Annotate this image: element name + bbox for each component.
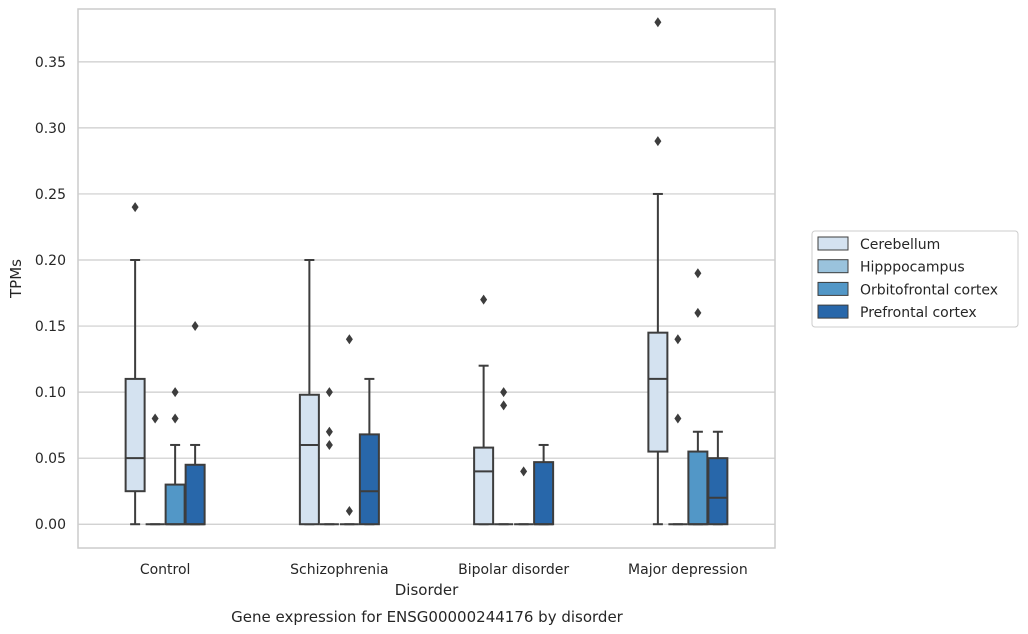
plot-frame (77, 8, 776, 549)
outlier-point (654, 17, 662, 28)
outlier-point (520, 466, 528, 477)
x-tick-label: Bipolar disorder (458, 562, 569, 578)
box-body (533, 461, 555, 526)
outlier-point (674, 334, 682, 345)
x-tick-labels: Control Schizophrenia Bipolar disorder Majo… (140, 562, 748, 578)
legend-swatch (817, 259, 849, 274)
box-3-2 (687, 268, 709, 526)
y-axis-label: TPMs (7, 259, 25, 299)
y-tick-label: 0.05 (35, 451, 66, 467)
outlier-point (654, 136, 662, 147)
legend-swatch (817, 236, 849, 251)
box-2-3 (533, 443, 555, 526)
y-tick-label: 0.35 (35, 55, 66, 71)
legend-label: Prefrontal cortex (860, 305, 977, 321)
outlier-point (500, 400, 508, 411)
box-body (358, 433, 380, 526)
box-0-0 (124, 202, 146, 526)
outlier-point (191, 321, 199, 332)
outlier-point (171, 413, 179, 424)
legend: Cerebellum Hipppocampus Orbitofrontal cort… (811, 230, 1019, 328)
y-tick-label: 0.30 (35, 121, 66, 137)
legend-label: Cerebellum (860, 237, 940, 253)
box-body (687, 450, 709, 526)
outlier-point (325, 439, 333, 450)
box-body (473, 446, 495, 526)
box-body (164, 483, 186, 526)
x-axis-label: Disorder (395, 581, 459, 599)
legend-label: Hipppocampus (860, 260, 965, 276)
box-2-2 (514, 466, 534, 526)
outlier-point (694, 307, 702, 318)
outlier-point (694, 268, 702, 279)
x-tick-label: Major depression (628, 562, 748, 578)
legend-swatch (817, 304, 849, 319)
box-body (298, 393, 320, 526)
y-tick-label: 0.00 (35, 517, 66, 533)
box-0-1 (145, 413, 165, 526)
box-2-0 (473, 294, 495, 526)
outlier-point (325, 387, 333, 398)
y-tick-labels: 0.00 0.05 0.10 0.15 0.20 0.25 0.30 0.35 (35, 55, 66, 533)
x-tick-label: Schizophrenia (290, 562, 388, 578)
boxes (124, 17, 729, 526)
box-0-2 (164, 387, 186, 526)
box-body (184, 463, 206, 526)
legend-swatch (817, 281, 849, 296)
legend-label: Orbitofrontal cortex (860, 282, 998, 298)
outlier-point (345, 506, 353, 517)
box-1-1 (319, 387, 339, 526)
outlier-point (131, 202, 139, 213)
outlier-point (500, 387, 508, 398)
box-3-1 (668, 334, 688, 526)
y-tick-label: 0.10 (35, 385, 66, 401)
grid-lines (78, 61, 775, 525)
outlier-point (674, 413, 682, 424)
box-body (124, 377, 146, 493)
outlier-point (345, 334, 353, 345)
box-body (647, 331, 669, 453)
legend-frame (811, 230, 1019, 328)
outlier-point (171, 387, 179, 398)
box-1-0 (298, 259, 320, 526)
box-0-3 (184, 321, 206, 526)
box-3-3 (707, 430, 729, 526)
x-tick-label: Control (140, 562, 191, 578)
box-1-2 (339, 334, 359, 526)
y-tick-label: 0.25 (35, 187, 66, 203)
box-2-1 (494, 387, 514, 526)
chart-caption: Gene expression for ENSG00000244176 by d… (231, 608, 624, 626)
box-3-0 (647, 17, 669, 526)
y-tick-label: 0.15 (35, 319, 66, 335)
outlier-point (151, 413, 159, 424)
box-body (707, 457, 729, 526)
y-tick-label: 0.20 (35, 253, 66, 269)
outlier-point (480, 294, 488, 305)
outlier-point (325, 426, 333, 437)
box-1-3 (358, 377, 380, 526)
